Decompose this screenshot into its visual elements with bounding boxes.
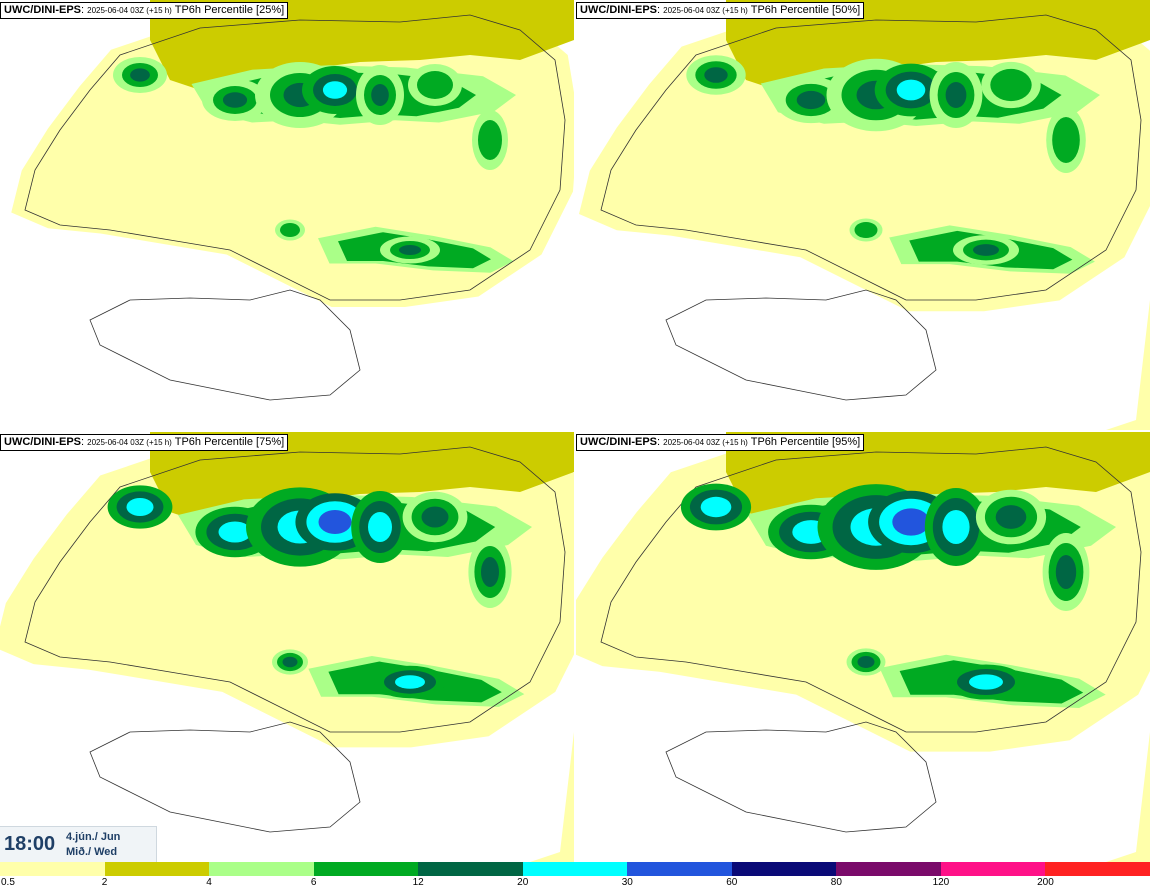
map-canvas xyxy=(576,432,1150,862)
valid-time: 18:00 xyxy=(4,833,56,855)
legend-swatch xyxy=(1045,862,1150,876)
legend-swatch xyxy=(418,862,523,876)
valid-weekday: Mið./ Wed xyxy=(66,846,118,858)
map-canvas xyxy=(11,0,574,401)
panel-title: UWC/DINI-EPS: 2025-06-04 03Z (+15 h) TP6… xyxy=(576,2,865,19)
legend-swatch xyxy=(104,862,210,876)
legend-tick-label: 120 xyxy=(932,877,950,888)
legend-swatch xyxy=(209,862,314,876)
legend-swatch xyxy=(0,862,105,876)
map-panel-p95: UWC/DINI-EPS: 2025-06-04 03Z (+15 h) TP6… xyxy=(576,432,1150,862)
map-canvas xyxy=(579,0,1150,430)
map-canvas xyxy=(0,432,574,862)
legend-tick-label: 20 xyxy=(517,877,529,888)
legend-swatch xyxy=(627,862,732,876)
legend-tick-label: 4 xyxy=(206,877,212,888)
panel-title: UWC/DINI-EPS: 2025-06-04 03Z (+15 h) TP6… xyxy=(0,2,289,19)
legend-tick-label: 200 xyxy=(1037,877,1054,888)
legend-tick-label: 2 xyxy=(101,877,108,888)
legend-tick-label: 0.5 xyxy=(1,877,15,888)
legend-swatch xyxy=(940,862,1046,876)
panel-title: UWC/DINI-EPS: 2025-06-04 03Z (+15 h) TP6… xyxy=(0,434,289,451)
valid-date: 4.jún./ Jun xyxy=(66,831,121,843)
legend-ticks: 0.5 2 4 6 12 20 30 60 80 120 200 xyxy=(0,877,1150,891)
legend-tick-label: 30 xyxy=(621,877,633,888)
legend-swatch xyxy=(731,862,837,876)
legend-tick-label: 60 xyxy=(726,877,738,888)
map-panel-p50: UWC/DINI-EPS: 2025-06-04 03Z (+15 h) TP6… xyxy=(576,0,1150,430)
legend-swatch xyxy=(522,862,628,876)
valid-time-box: 18:00 4.jún./ Jun Mið./ Wed xyxy=(0,826,157,863)
panel-title: UWC/DINI-EPS: 2025-06-04 03Z (+15 h) TP6… xyxy=(576,434,865,451)
legend-tick-label: 80 xyxy=(830,877,842,888)
legend-colorbar xyxy=(0,862,1150,876)
map-panel-p25: UWC/DINI-EPS: 2025-06-04 03Z (+15 h) TP6… xyxy=(0,0,574,430)
legend-tick-label: 6 xyxy=(310,877,317,888)
legend-swatch xyxy=(836,862,941,876)
map-panel-p75: UWC/DINI-EPS: 2025-06-04 03Z (+15 h) TP6… xyxy=(0,432,574,862)
legend-tick-label: 12 xyxy=(412,877,424,888)
legend-swatch xyxy=(313,862,419,876)
